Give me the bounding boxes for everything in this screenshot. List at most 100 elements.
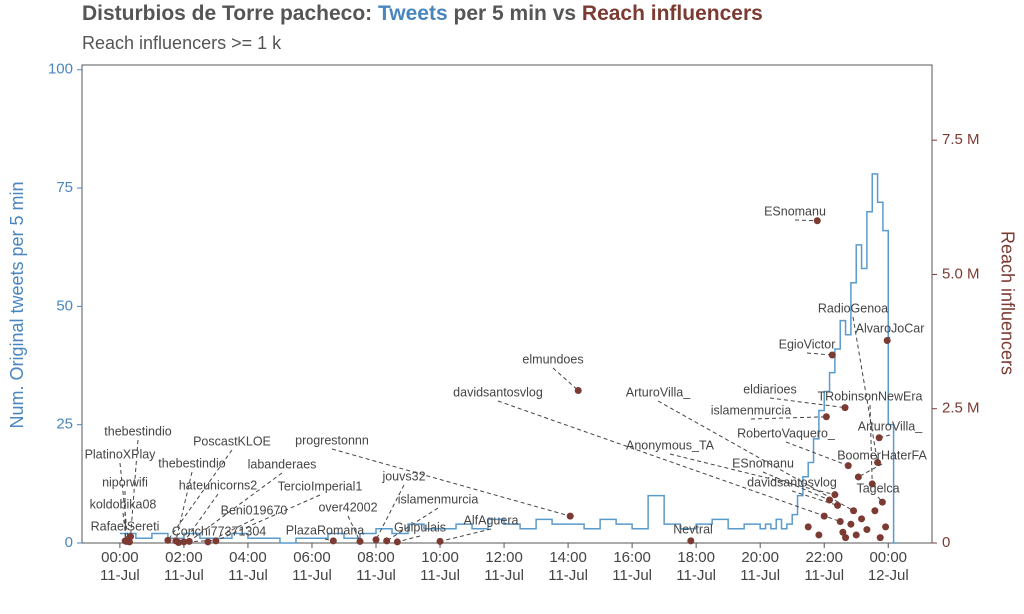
label-leader: [852, 316, 879, 463]
label-leader: [397, 535, 421, 543]
label-leader: [183, 493, 219, 543]
reach-point: [329, 537, 337, 545]
influencer-label: ESnomanu: [732, 456, 794, 470]
label-leader: [439, 528, 492, 542]
reach-point: [841, 404, 849, 412]
x-tick-label: 20:00 11-Jul: [740, 549, 780, 584]
reach-point: [868, 480, 876, 488]
influencer-label: Guipulais: [394, 520, 446, 534]
reach-point: [852, 531, 860, 539]
reach-point: [844, 462, 852, 470]
influencer-label: Nevtral: [673, 522, 713, 536]
reach-point: [164, 536, 172, 544]
influencer-label: TRobinsonNewEra: [818, 389, 923, 403]
influencer-label: koldobika08: [90, 497, 157, 511]
reach-point: [574, 386, 582, 394]
label-leader: [762, 471, 830, 501]
y2-tick-label: 5.0 M: [942, 265, 980, 282]
label-leader: [167, 449, 233, 541]
label-leader: [657, 400, 854, 512]
reach-point: [828, 351, 836, 359]
influencer-label: PlazaRomana: [286, 523, 365, 537]
reach-point: [566, 512, 574, 520]
influencer-label: davidsantosvlog: [453, 385, 543, 399]
reach-point: [854, 473, 862, 481]
x-tick-label: 06:00 11-Jul: [292, 549, 332, 584]
reach-point: [125, 538, 133, 546]
reach-point: [804, 523, 812, 531]
x-tick-line: 08:00: [357, 549, 395, 566]
reach-point: [834, 501, 842, 509]
reach-point: [847, 520, 855, 528]
reach-point: [878, 498, 886, 506]
label-leader: [669, 453, 836, 496]
reach-point: [836, 518, 844, 526]
label-leader: [806, 352, 833, 356]
influencer-label: elmundoes: [522, 352, 583, 366]
reach-point: [822, 413, 830, 421]
x-tick-line: 11-Jul: [228, 567, 268, 584]
reach-point: [212, 537, 220, 545]
influencer-label: ArturoVilla_: [858, 419, 923, 433]
influencer-label: Beni019670: [221, 503, 288, 517]
label-leader: [750, 416, 827, 420]
x-tick-line: 20:00: [741, 549, 779, 566]
label-leader: [331, 448, 571, 517]
reach-point: [826, 496, 834, 504]
x-tick-line: 12-Jul: [868, 567, 909, 584]
x-tick-label: 16:00 11-Jul: [612, 549, 652, 584]
influencer-label: ArturoVilla_: [626, 385, 691, 399]
influencer-label: niporwifi: [102, 475, 148, 489]
influencer-label: davidsantosvlog: [747, 475, 837, 489]
title-part: Disturbios de Torre pacheco:: [82, 2, 372, 25]
influencer-label: over42002: [318, 500, 377, 514]
reach-point: [175, 538, 183, 546]
label-leader: [215, 494, 321, 542]
influencer-label: thebestindio: [158, 456, 225, 470]
label-leader: [188, 472, 283, 542]
x-tick-label: 00:00 12-Jul: [868, 549, 909, 584]
tweets-step-line: [119, 173, 897, 544]
reach-point: [393, 538, 401, 546]
reach-point: [372, 536, 380, 544]
plot-frame: [81, 64, 933, 544]
reach-point: [839, 528, 847, 536]
influencer-label: AlvaroJoCar: [856, 321, 925, 335]
reach-point: [356, 537, 364, 545]
label-leader: [791, 490, 838, 506]
title-part: per 5 min vs: [454, 2, 577, 25]
y2-axis-label: Reach influencers: [997, 231, 1017, 375]
influencer-label: Anonymous_TA: [626, 438, 715, 452]
x-tick-line: 04:00: [229, 549, 267, 566]
x-tick-line: 18:00: [677, 549, 715, 566]
influencer-label: Conchi77371304: [172, 524, 267, 538]
x-tick-line: 22:00: [805, 549, 843, 566]
x-tick-label: 02:00 11-Jul: [164, 549, 204, 584]
influencer-label: labanderaes: [248, 457, 317, 471]
x-tick-line: 11-Jul: [356, 567, 396, 584]
label-leader: [175, 471, 193, 541]
influencer-label: PlatinoXPlay: [85, 447, 157, 461]
influencer-label: RafaelSereti: [91, 519, 160, 533]
reach-point: [383, 537, 391, 545]
y2-tick-label: 7.5 M: [942, 131, 980, 148]
x-tick-line: 11-Jul: [484, 567, 524, 584]
y-tick-label: 25: [56, 416, 73, 433]
y-tick-label: 50: [56, 297, 73, 314]
x-tick-line: 11-Jul: [292, 567, 332, 584]
reach-point: [820, 512, 828, 520]
x-tick-label: 22:00 11-Jul: [804, 549, 844, 584]
label-leader: [386, 507, 439, 542]
influencer-label: hateunicorns2: [179, 478, 258, 492]
reach-point: [815, 531, 823, 539]
x-tick-label: 00:00 11-Jul: [100, 549, 140, 584]
x-tick-label: 08:00 11-Jul: [356, 549, 396, 584]
x-tick-line: 11-Jul: [548, 567, 588, 584]
reach-point: [882, 523, 890, 531]
title-part: Reach influencers: [582, 2, 763, 25]
influencer-label: BoomerHaterFA: [837, 448, 927, 462]
reach-point: [180, 538, 188, 546]
x-tick-label: 10:00 11-Jul: [420, 549, 460, 584]
label-leader: [869, 404, 873, 484]
x-tick-line: 00:00: [101, 549, 139, 566]
